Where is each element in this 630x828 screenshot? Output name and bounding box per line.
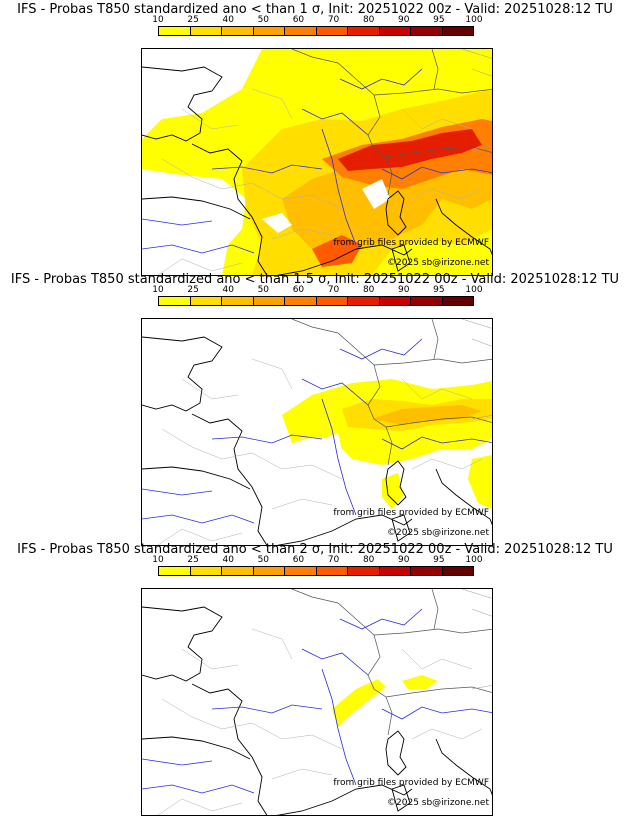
colorbar-segment <box>253 297 285 305</box>
tick-label: 10 <box>152 15 164 25</box>
tick-label: 100 <box>465 555 483 565</box>
colorbar <box>158 26 474 36</box>
colorbar-segment <box>159 567 191 575</box>
colorbar-segment <box>190 27 222 35</box>
colorbar-segment <box>348 297 380 305</box>
tick-label: 70 <box>327 555 340 565</box>
probability-map <box>141 48 493 276</box>
colorbar <box>158 566 474 576</box>
tick-label: 60 <box>292 285 305 295</box>
copyright: ©2025 sb@irizone.net <box>387 528 489 538</box>
tick-label: 100 <box>465 285 483 295</box>
tick-label: 10 <box>152 285 164 295</box>
colorbar-segment <box>159 297 191 305</box>
colorbar-segment <box>348 27 380 35</box>
tick-label: 25 <box>187 555 199 565</box>
colorbar-segment <box>379 297 411 305</box>
colorbar-segment <box>316 297 348 305</box>
tick-label: 50 <box>257 285 270 295</box>
source-note: from grib files provided by ECMWF <box>333 508 489 518</box>
panel-title: IFS - Probas T850 standardized ano < tha… <box>17 2 613 17</box>
colorbar-ticks: 10 25 40 50 60 70 80 90 95 100 <box>152 555 482 566</box>
tick-label: 95 <box>433 555 445 565</box>
tick-label: 50 <box>257 15 270 25</box>
tick-label: 40 <box>222 555 234 565</box>
map-graphic <box>142 49 492 275</box>
tick-label: 100 <box>465 15 483 25</box>
tick-label: 90 <box>398 555 410 565</box>
panel-title: IFS - Probas T850 standardized ano < tha… <box>17 542 613 557</box>
tick-label: 50 <box>257 555 270 565</box>
panel-sigma-1-5: IFS - Probas T850 standardized ano < tha… <box>0 270 630 546</box>
copyright: ©2025 sb@irizone.net <box>387 798 489 808</box>
tick-label: 95 <box>433 285 445 295</box>
tick-label: 95 <box>433 15 445 25</box>
map-graphic <box>142 319 492 545</box>
colorbar-segment <box>379 567 411 575</box>
colorbar-segment <box>253 27 285 35</box>
probability-map <box>141 318 493 546</box>
tick-label: 70 <box>327 285 340 295</box>
tick-label: 80 <box>362 15 375 25</box>
tick-label: 60 <box>292 15 305 25</box>
tick-label: 90 <box>398 15 410 25</box>
colorbar-segment <box>411 567 443 575</box>
colorbar-segment <box>222 297 254 305</box>
tick-label: 40 <box>222 285 234 295</box>
colorbar-segment <box>285 297 317 305</box>
colorbar-segment <box>190 297 222 305</box>
colorbar-ticks: 10 25 40 50 60 70 80 90 95 100 <box>152 15 482 26</box>
tick-label: 40 <box>222 15 234 25</box>
probability-map <box>141 588 493 816</box>
tick-label: 70 <box>327 15 340 25</box>
copyright: ©2025 sb@irizone.net <box>387 258 489 268</box>
colorbar-segment <box>285 27 317 35</box>
tick-label: 10 <box>152 555 164 565</box>
colorbar-segment <box>411 27 443 35</box>
source-note: from grib files provided by ECMWF <box>333 238 489 248</box>
map-graphic <box>142 589 492 815</box>
panel-sigma-2: IFS - Probas T850 standardized ano < tha… <box>0 540 630 816</box>
colorbar-segment <box>442 297 473 305</box>
panel-title: IFS - Probas T850 standardized ano < tha… <box>10 272 620 287</box>
colorbar-segment <box>442 567 473 575</box>
colorbar-segment <box>159 27 191 35</box>
tick-label: 80 <box>362 555 375 565</box>
colorbar-segment <box>348 567 380 575</box>
colorbar-segment <box>253 567 285 575</box>
colorbar-segment <box>190 567 222 575</box>
colorbar-ticks: 10 25 40 50 60 70 80 90 95 100 <box>152 285 482 296</box>
colorbar-segment <box>411 297 443 305</box>
tick-label: 25 <box>187 15 199 25</box>
colorbar-segment <box>222 567 254 575</box>
tick-label: 90 <box>398 285 410 295</box>
tick-label: 60 <box>292 555 305 565</box>
colorbar-segment <box>316 567 348 575</box>
colorbar <box>158 296 474 306</box>
colorbar-segment <box>222 27 254 35</box>
colorbar-segment <box>379 27 411 35</box>
colorbar-segment <box>442 27 473 35</box>
source-note: from grib files provided by ECMWF <box>333 778 489 788</box>
tick-label: 80 <box>362 285 375 295</box>
tick-label: 25 <box>187 285 199 295</box>
colorbar-segment <box>285 567 317 575</box>
colorbar-segment <box>316 27 348 35</box>
panel-sigma-1: IFS - Probas T850 standardized ano < tha… <box>0 0 630 276</box>
